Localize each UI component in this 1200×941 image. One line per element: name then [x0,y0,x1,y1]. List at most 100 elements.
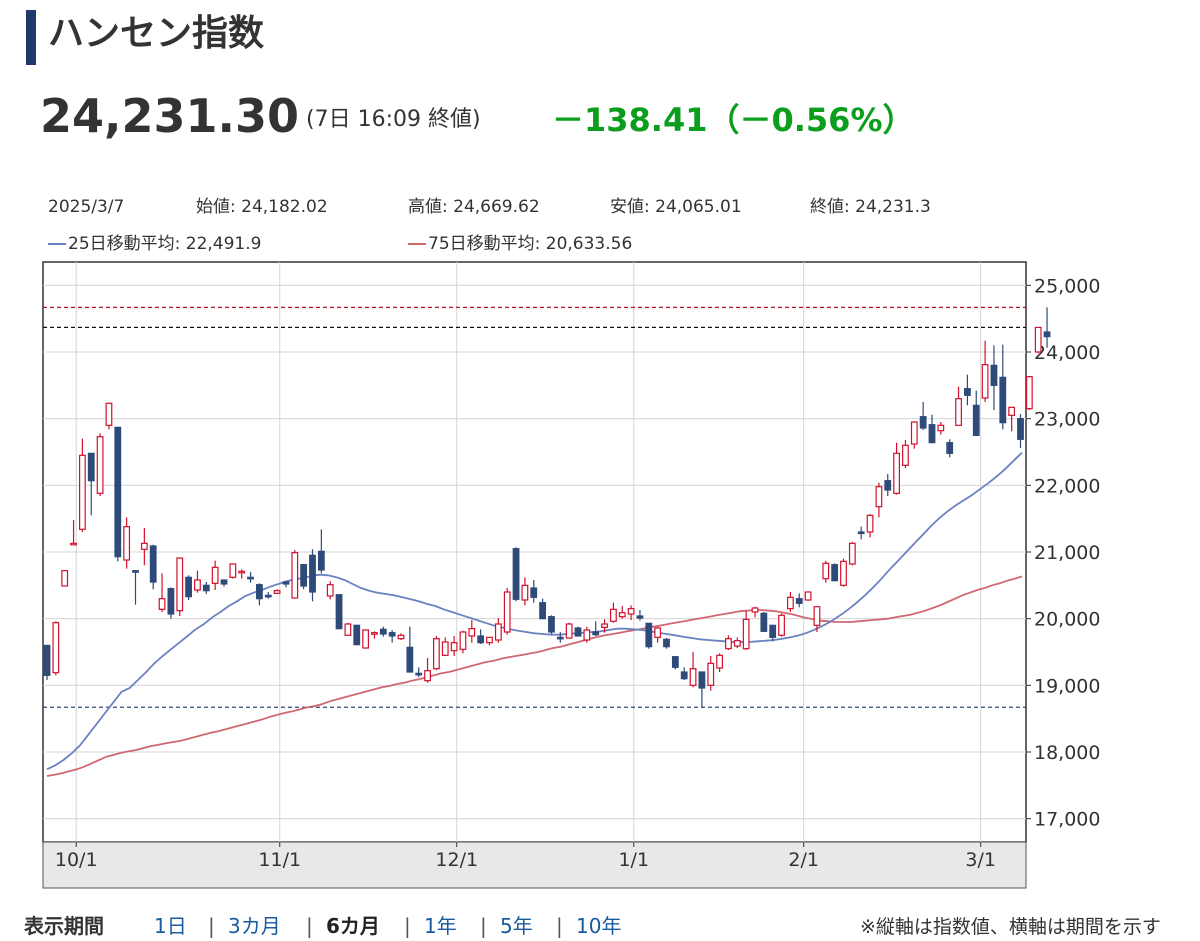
x-tick-label: 12/1 [435,849,478,871]
candle-down [574,627,582,637]
candle-up [291,552,299,599]
y-tick-label: 19,000 [1034,675,1100,697]
candle-up [433,638,440,670]
candle-down [309,554,316,593]
candle-up [52,622,60,674]
candle-up [786,596,794,610]
period-10y[interactable]: 10年 [576,912,621,940]
legend-ma75: 75日移動平均: 20,633.56 [408,233,632,255]
candle-up [344,623,352,636]
candle-up [158,598,166,610]
candle-down [379,628,387,635]
period-1d-label[interactable]: 1日 [154,914,187,938]
candle-down [760,612,768,632]
candle-up [140,542,148,550]
period-1y[interactable]: 1年 [424,912,457,940]
x-tick-label: 11/1 [258,849,301,871]
ma25-line [46,451,1023,771]
y-tick-label: 22,000 [1034,475,1100,497]
period-separator: | [404,914,411,938]
candle-up [521,584,529,601]
candle-down [264,594,272,598]
period-10y-label[interactable]: 10年 [576,914,622,938]
axis-note: ※縦軸は指数値、横軸は期間を示す [860,916,1161,938]
candle-up [804,591,812,601]
candle-up [778,614,785,636]
ohlc-date: 2025/3/7 [48,197,125,217]
candle-down [556,636,564,640]
candle-up [937,424,945,432]
candle-up [565,623,573,639]
candle-up [627,608,635,615]
candle-down [220,579,228,585]
candle-down [87,452,95,482]
y-tick-label: 17,000 [1034,809,1100,831]
period-5y-label[interactable]: 5年 [500,914,533,938]
candle-up [211,566,219,584]
candle-up [70,542,77,546]
current-price: 24,231.30 [40,89,299,143]
candle-up [751,607,759,613]
x-tick-label: 2/1 [788,849,819,871]
candle-up [326,584,334,597]
period-5y[interactable]: 5年 [500,912,533,940]
x-tick-label: 3/1 [965,849,996,871]
candle-up [1034,326,1042,353]
candle-down [247,576,254,580]
candle-down [1017,418,1024,440]
period-separator: | [208,914,215,938]
legend-ma25: 25日移動平均: 22,491.9 [48,233,261,255]
candle-up [955,398,962,426]
candle-down [256,584,263,600]
candle-up [866,514,874,533]
candle-down [512,548,520,600]
candle-up [840,560,847,586]
candle-down [415,672,423,676]
candle-down [946,442,954,454]
candle-up [689,668,697,686]
candle-up [910,421,918,445]
ohlc-close: 終値: 24,231.3 [810,197,931,217]
ma75-line [46,575,1023,777]
candle-down [132,570,139,573]
period-separator: | [556,914,563,938]
y-tick-label: 23,000 [1034,409,1100,431]
candle-up [716,654,723,669]
candle-down [388,632,396,637]
candle-down [114,426,122,558]
candlestick-chart: 17,000 18,000 19,000 20,000 21,000 22,000 23,0… [42,261,1100,889]
period-6m-label[interactable]: 6カ月 [326,914,380,938]
period-1y-label[interactable]: 1年 [424,914,457,938]
x-tick-label: 10/1 [55,849,98,871]
candle-up [459,631,467,650]
page-title: ハンセン指数 [48,13,265,54]
candle-down [353,624,361,646]
candle-up [654,627,662,638]
period-3m[interactable]: 3カ月 [228,912,281,940]
candle-up [893,452,900,494]
candle-down [335,594,343,630]
candle-up [733,640,741,647]
candle-up [742,618,750,650]
period-3m-label[interactable]: 3カ月 [228,914,281,938]
candle-up [61,570,69,587]
candle-up [123,526,131,561]
y-tick-label: 24,000 [1034,342,1100,364]
candle-down [698,671,706,689]
candle-down [202,584,210,592]
candle-up [609,608,617,622]
candle-down [592,631,600,636]
candle-up [450,642,458,652]
candle-up [105,402,113,426]
candle-down [963,388,971,396]
candle-up [848,542,856,565]
candle-down [282,581,290,585]
candle-up [1025,376,1033,410]
period-1d[interactable]: 1日 [154,912,187,940]
candle-down [928,424,936,444]
period-6m[interactable]: 6カ月 [326,912,380,940]
x-axis-strip [42,841,1027,889]
price-change: －138.41（－0.56%） [552,101,915,139]
x-tick-label: 1/1 [618,849,649,871]
candle-up [362,629,369,649]
